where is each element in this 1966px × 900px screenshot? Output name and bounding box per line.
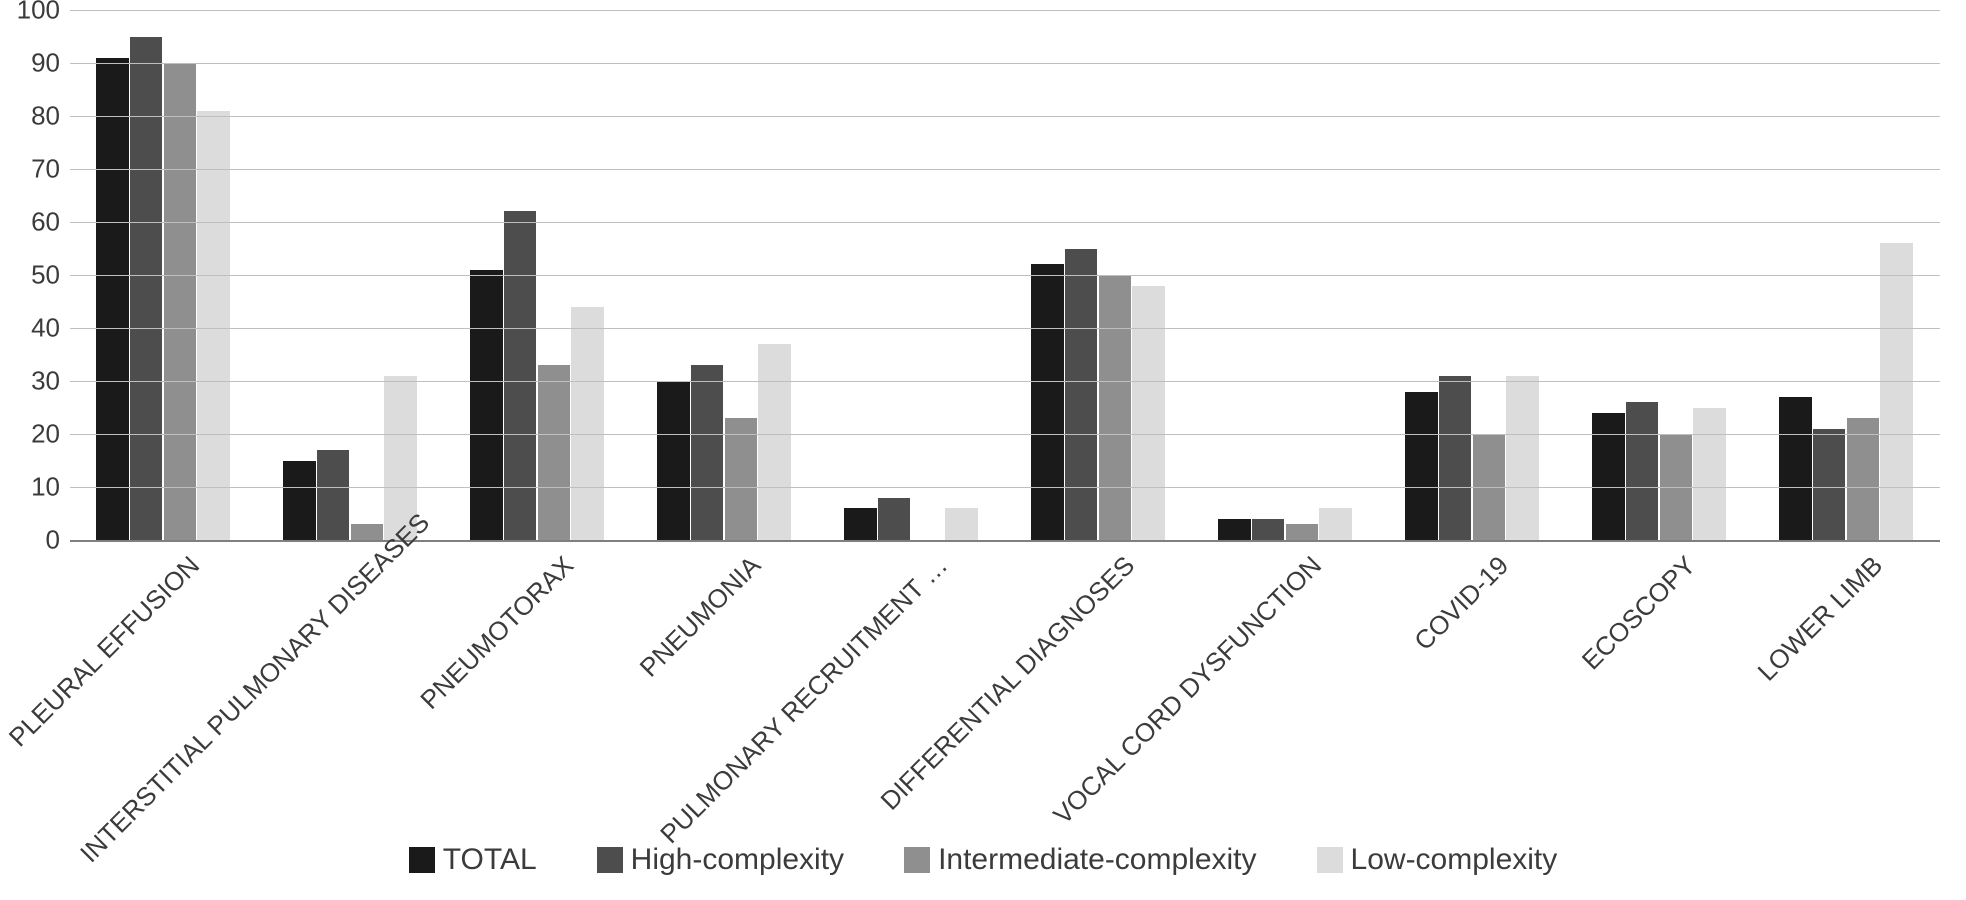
bar xyxy=(1626,402,1659,540)
y-tick-label: 30 xyxy=(10,366,60,397)
bar xyxy=(1847,418,1880,540)
gridline xyxy=(70,381,1940,382)
legend-item: Intermediate-complexity xyxy=(904,843,1256,877)
x-tick-label: PNEUMOTORAX xyxy=(261,550,580,869)
bar xyxy=(1439,376,1472,540)
bar xyxy=(283,461,316,541)
bar xyxy=(1099,275,1132,540)
bar xyxy=(351,524,384,540)
y-tick-label: 10 xyxy=(10,472,60,503)
x-tick-label: DIFFERENTIAL DIAGNOSES xyxy=(822,550,1141,869)
bar xyxy=(844,508,877,540)
bar xyxy=(317,450,350,540)
bar xyxy=(197,111,230,540)
y-tick-label: 40 xyxy=(10,313,60,344)
x-tick-label: INTERSTITIAL PULMONARY DISEASES xyxy=(74,550,393,869)
bar xyxy=(1693,408,1726,541)
x-tick-label: LOWER LIMB xyxy=(1570,550,1889,869)
x-tick-label: PNEUMONIA xyxy=(448,550,767,869)
x-tick-label: COVID-19 xyxy=(1196,550,1515,869)
legend-swatch xyxy=(904,847,930,873)
bar xyxy=(470,270,503,540)
legend-swatch xyxy=(597,847,623,873)
bar xyxy=(1592,413,1625,540)
gridline xyxy=(70,222,1940,223)
y-tick-label: 70 xyxy=(10,154,60,185)
bar xyxy=(878,498,911,540)
bar xyxy=(758,344,791,540)
plot-area xyxy=(70,10,1940,542)
y-tick-label: 60 xyxy=(10,207,60,238)
legend-label: Low-complexity xyxy=(1351,843,1558,877)
bar xyxy=(504,211,537,540)
bar xyxy=(1286,524,1319,540)
y-tick-label: 80 xyxy=(10,101,60,132)
gridline xyxy=(70,63,1940,64)
bar xyxy=(1252,519,1285,540)
y-tick-label: 20 xyxy=(10,419,60,450)
bar xyxy=(691,365,724,540)
gridline xyxy=(70,169,1940,170)
bar xyxy=(1031,264,1064,540)
gridline xyxy=(70,434,1940,435)
legend: TOTAL High-complexity Intermediate-complex… xyxy=(0,830,1966,890)
bar xyxy=(96,58,129,540)
y-tick-label: 0 xyxy=(10,525,60,556)
chart: 0 10 20 30 40 50 60 70 80 90 100 PLEURAL EFFUSIONI… xyxy=(0,0,1966,900)
bar xyxy=(164,63,197,540)
bar xyxy=(1506,376,1539,540)
legend-swatch xyxy=(409,847,435,873)
y-tick-label: 100 xyxy=(10,0,60,26)
gridline xyxy=(70,275,1940,276)
bar xyxy=(1319,508,1352,540)
bar xyxy=(1132,286,1165,540)
bar xyxy=(1779,397,1812,540)
legend-item: High-complexity xyxy=(597,843,844,877)
bar xyxy=(945,508,978,540)
gridline xyxy=(70,116,1940,117)
bar xyxy=(571,307,604,540)
bar xyxy=(657,381,690,540)
x-tick-label: ECOSCOPY xyxy=(1383,550,1702,869)
y-tick-label: 50 xyxy=(10,260,60,291)
bar xyxy=(1813,429,1846,540)
bar xyxy=(130,37,163,541)
legend-swatch xyxy=(1317,847,1343,873)
gridline xyxy=(70,328,1940,329)
bar xyxy=(538,365,571,540)
x-tick-label: PULMONARY RECRUITMENT … xyxy=(635,550,954,869)
bar xyxy=(1065,249,1098,541)
bar xyxy=(1405,392,1438,540)
legend-label: High-complexity xyxy=(631,843,844,877)
legend-item: TOTAL xyxy=(409,843,537,877)
bar xyxy=(1880,243,1913,540)
legend-item: Low-complexity xyxy=(1317,843,1558,877)
gridline xyxy=(70,10,1940,11)
gridline xyxy=(70,487,1940,488)
bar xyxy=(725,418,758,540)
legend-label: Intermediate-complexity xyxy=(938,843,1256,877)
x-axis-labels: PLEURAL EFFUSIONINTERSTITIAL PULMONARY D… xyxy=(70,550,1940,820)
x-tick-label: VOCAL CORD DYSFUNCTION xyxy=(1009,550,1328,869)
bar xyxy=(1218,519,1251,540)
y-tick-label: 90 xyxy=(10,48,60,79)
legend-label: TOTAL xyxy=(443,843,537,877)
